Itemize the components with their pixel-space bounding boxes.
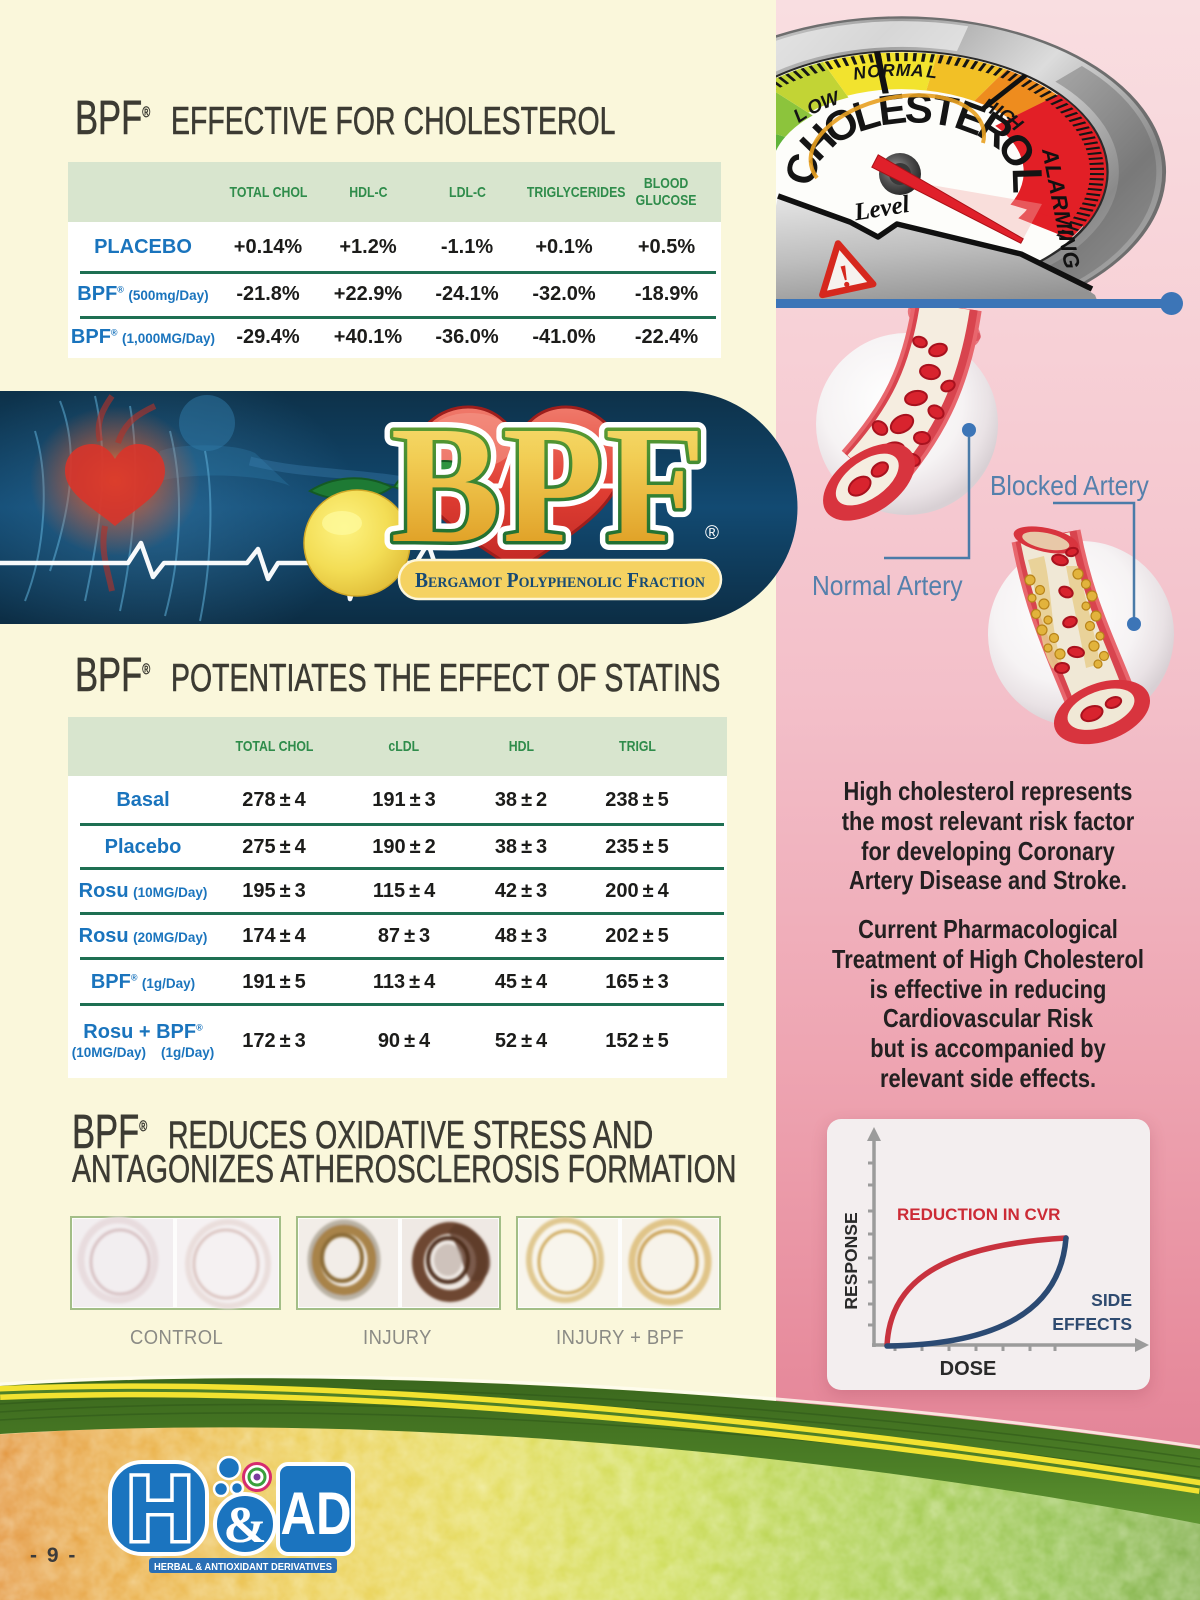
svg-text:SIDE: SIDE	[1091, 1290, 1132, 1310]
svg-text:&: &	[223, 1497, 266, 1554]
svg-text:HERBAL & ANTIOXIDANT DERIVATIV: HERBAL & ANTIOXIDANT DERIVATIVES	[154, 1561, 332, 1573]
svg-text:M: M	[896, 60, 911, 80]
svg-text:REDUCTION IN CVR: REDUCTION IN CVR	[897, 1205, 1060, 1224]
svg-text:O: O	[866, 60, 882, 81]
svg-text:AD: AD	[280, 1479, 351, 1547]
svg-text:R: R	[882, 60, 896, 81]
svg-text:N: N	[852, 62, 868, 84]
svg-text:BPF: BPF	[391, 392, 708, 578]
svg-text:A: A	[910, 60, 925, 81]
svg-text:H: H	[127, 1458, 193, 1560]
svg-text:RESPONSE: RESPONSE	[841, 1212, 861, 1309]
svg-text:S: S	[904, 84, 933, 132]
svg-text:Bergamot Polyphenolic Fraction: Bergamot Polyphenolic Fraction	[415, 568, 705, 592]
svg-text:L: L	[1004, 167, 1052, 194]
svg-text:EFFECTS: EFFECTS	[1052, 1314, 1132, 1334]
svg-text:BPF: BPF	[391, 392, 708, 578]
svg-text:L: L	[925, 61, 938, 82]
svg-text:DOSE: DOSE	[940, 1358, 997, 1380]
svg-text:E: E	[876, 84, 910, 134]
svg-text:®: ®	[705, 523, 719, 544]
